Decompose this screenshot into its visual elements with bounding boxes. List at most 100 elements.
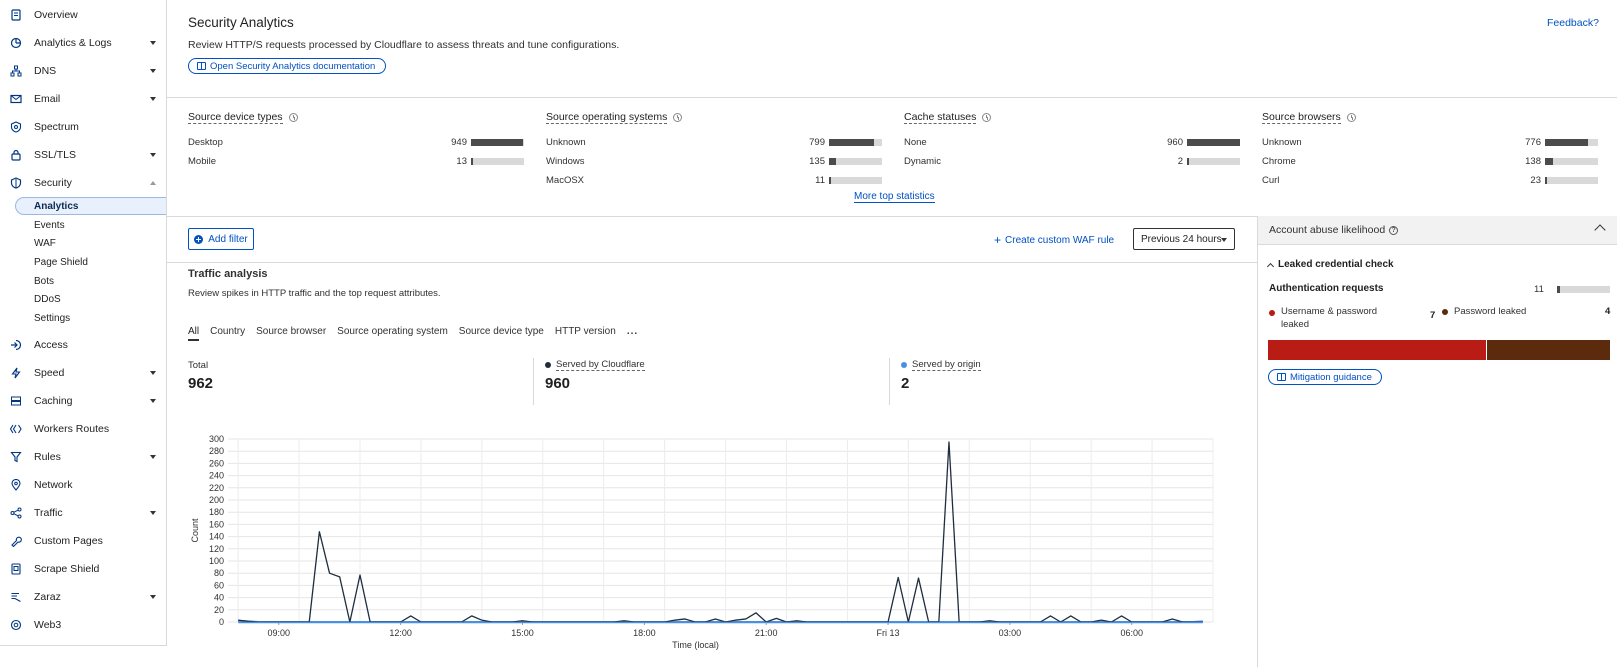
stat-row[interactable]: Mobile 13 [188, 156, 526, 170]
open-documentation-button[interactable]: Open Security Analytics documentation [188, 58, 387, 74]
stat-row[interactable]: Unknown 776 [1262, 137, 1600, 151]
add-filter-label: Add filter [208, 233, 248, 245]
sidebar-item-web3[interactable]: Web3 [0, 613, 166, 637]
y-tick-label: 220 [209, 483, 224, 493]
sidebar-item-workers-routes[interactable]: Workers Routes [0, 417, 166, 441]
stat-row[interactable]: Dynamic 2 [904, 156, 1242, 170]
sidebar-item-access[interactable]: Access [0, 333, 166, 357]
tab-country[interactable]: Country [210, 326, 246, 337]
sidebar-item-label: Web3 [34, 619, 62, 631]
time-range-select[interactable]: Previous 24 hours [1133, 228, 1235, 250]
add-filter-button[interactable]: Add filter [188, 228, 254, 250]
sidebar-item-network[interactable]: Network [0, 473, 166, 497]
sidebar-subitem-bots[interactable]: Bots [0, 272, 166, 290]
chevron-down-icon [150, 97, 156, 101]
book-icon [197, 62, 206, 70]
x-tick-label: 09:00 [268, 628, 291, 638]
sidebar-item-rules[interactable]: Rules [0, 445, 166, 469]
stat-card-title[interactable]: Source browsers [1262, 110, 1341, 124]
lock-icon [10, 149, 22, 161]
collapse-chevron-icon[interactable] [1594, 224, 1606, 236]
sidebar-item-overview[interactable]: Overview [0, 3, 166, 27]
sidebar-item-email[interactable]: Email [0, 87, 166, 111]
filters-divider [167, 262, 1257, 263]
sidebar-item-security[interactable]: Security [0, 171, 166, 195]
stat-row[interactable]: Desktop 949 [188, 137, 526, 151]
sidebar-subitem-label: Page Shield [34, 256, 88, 268]
stat-card-title[interactable]: Cache statuses [904, 110, 977, 124]
sidebar-item-analytics-logs[interactable]: Analytics & Logs [0, 31, 166, 55]
stat-row-value: 799 [809, 137, 825, 148]
stat-row-value: 138 [1525, 156, 1541, 167]
leaked-credential-check-label: Leaked credential check [1278, 259, 1394, 270]
stacked-bar-segment[interactable] [1268, 340, 1486, 360]
leaked-credential-check-toggle[interactable]: Leaked credential check [1266, 259, 1394, 270]
stat-row-bar [1545, 177, 1598, 184]
book-icon [1277, 373, 1286, 381]
sidebar-subitem-waf[interactable]: WAF [0, 234, 166, 252]
sidebar-item-scrape-shield[interactable]: Scrape Shield [0, 557, 166, 581]
sidebar-subitem-ddos[interactable]: DDoS [0, 290, 166, 308]
stat-card-title[interactable]: Source device types [188, 110, 283, 124]
authentication-requests-bar-fill [1557, 286, 1560, 293]
help-icon[interactable]: ? [1389, 225, 1399, 235]
leaked-credentials-stacked-bar [1268, 340, 1610, 360]
sidebar-subitem-page-shield[interactable]: Page Shield [0, 253, 166, 271]
more-tabs-button[interactable]: ... [626, 326, 639, 337]
red-dot-icon [1269, 310, 1275, 316]
sidebar-item-zaraz[interactable]: Zaraz [0, 585, 166, 609]
series-line-served-by-cloudflare [238, 441, 1203, 623]
stat-row-bar-fill [471, 158, 473, 165]
tab-source-device-type[interactable]: Source device type [458, 326, 544, 337]
account-abuse-header[interactable]: Account abuse likelihood ? [1258, 216, 1617, 245]
stat-row[interactable]: Curl 23 [1262, 175, 1600, 189]
sidebar-item-label: Network [34, 479, 73, 491]
authentication-requests-bar [1557, 286, 1610, 293]
arrow-enter-icon [10, 339, 22, 351]
tab-source-browser[interactable]: Source browser [256, 326, 327, 337]
more-top-statistics-link[interactable]: More top statistics [854, 191, 935, 203]
stat-row-label: Curl [1262, 175, 1280, 186]
chevron-down-icon [150, 455, 156, 459]
stat-row[interactable]: MacOSX 11 [546, 175, 884, 189]
sidebar-item-spectrum[interactable]: Spectrum [0, 115, 166, 139]
tab-all[interactable]: All [188, 325, 200, 341]
sidebar-subitem-settings[interactable]: Settings [0, 309, 166, 327]
chevron-up-icon [150, 181, 156, 185]
stacked-bar-segment[interactable] [1485, 340, 1610, 360]
stat-row-bar-fill [471, 139, 523, 146]
stat-row[interactable]: Unknown 799 [546, 137, 884, 151]
stat-row[interactable]: Chrome 138 [1262, 156, 1600, 170]
y-tick-label: 40 [214, 593, 224, 603]
mitigation-guidance-button[interactable]: Mitigation guidance [1268, 369, 1382, 385]
sidebar-item-traffic[interactable]: Traffic [0, 501, 166, 525]
total-value: 962 [188, 375, 214, 392]
sidebar-item-speed[interactable]: Speed [0, 361, 166, 385]
stat-row-bar [471, 158, 524, 165]
sidebar-item-label: Rules [34, 451, 61, 463]
stat-row[interactable]: Windows 135 [546, 156, 884, 170]
sidebar-subitem-analytics[interactable]: Analytics [15, 197, 166, 215]
sidebar-item-ssl-tls[interactable]: SSL/TLS [0, 143, 166, 167]
stats-divider [167, 216, 1617, 217]
feedback-link[interactable]: Feedback? [1547, 17, 1599, 29]
y-tick-label: 260 [209, 458, 224, 468]
sidebar-item-custom-pages[interactable]: Custom Pages [0, 529, 166, 553]
sidebar-subitem-events[interactable]: Events [0, 216, 166, 234]
sidebar-subitem-label: Events [34, 219, 65, 231]
stat-row-label: Mobile [188, 156, 216, 167]
sidebar-item-dns[interactable]: DNS [0, 59, 166, 83]
create-custom-waf-rule-link[interactable]: + Create custom WAF rule [994, 233, 1114, 247]
traffic-analysis-title: Traffic analysis [188, 268, 268, 280]
create-waf-label: Create custom WAF rule [1005, 234, 1115, 246]
tab-source-operating-system[interactable]: Source operating system [337, 326, 448, 337]
y-tick-label: 60 [214, 580, 224, 590]
x-tick-label: 15:00 [511, 628, 534, 638]
zaraz-icon [10, 591, 22, 603]
sidebar-item-caching[interactable]: Caching [0, 389, 166, 413]
stat-card-title[interactable]: Source operating systems [546, 110, 668, 124]
stat-row[interactable]: None 960 [904, 137, 1242, 151]
chevron-up-icon [1266, 262, 1275, 270]
plus-circle-icon [194, 234, 204, 244]
tab-http-version[interactable]: HTTP version [554, 326, 616, 337]
